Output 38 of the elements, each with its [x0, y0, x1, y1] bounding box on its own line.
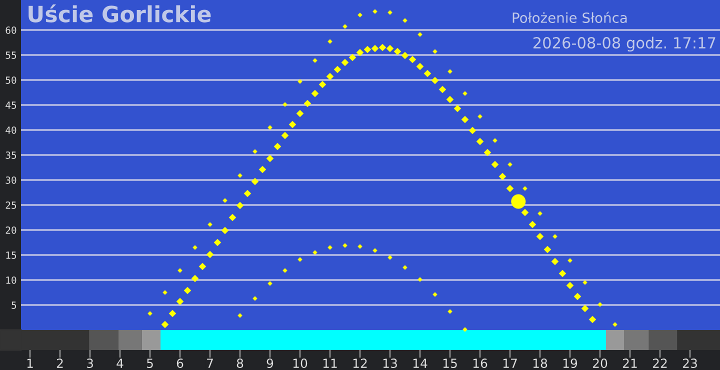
y-tick-label: 25 — [6, 202, 16, 209]
x-tick-label: 7 — [207, 358, 213, 368]
x-tick-label: 16 — [473, 358, 488, 368]
x-tick-label: 21 — [622, 358, 637, 368]
x-tick-label: 3 — [86, 358, 93, 368]
x-tick-label: 8 — [236, 358, 244, 368]
x-tick-label: 20 — [592, 358, 608, 368]
y-tick-label: 45 — [6, 102, 16, 109]
x-tick-label: 17 — [503, 358, 517, 368]
x-tick-label: 13 — [383, 358, 397, 368]
chart-title: Uście Gorlickie — [28, 4, 211, 22]
x-tick-label: 2 — [56, 358, 63, 368]
x-tick-label: 10 — [293, 358, 308, 368]
y-tick-label: 30 — [6, 176, 16, 184]
y-tick-label: 5 — [12, 302, 16, 309]
x-tick-label: 11 — [323, 358, 337, 368]
x-tick-label: 22 — [652, 358, 667, 368]
y-tick-label: 40 — [6, 126, 16, 134]
y-tick-label: 55 — [6, 52, 16, 59]
x-tick-label: 9 — [266, 358, 274, 368]
y-tick-label: 60 — [6, 26, 16, 34]
x-tick-label: 12 — [353, 358, 367, 368]
x-tick-label: 4 — [116, 358, 124, 368]
x-tick-label: 23 — [682, 358, 697, 368]
y-tick-label: 35 — [6, 152, 16, 159]
x-tick-label: 5 — [146, 358, 153, 368]
x-tick-label: 15 — [443, 358, 457, 368]
annotation: 2026-08-08 godz. 17:17 — [533, 36, 716, 52]
y-tick-label: 20 — [6, 226, 16, 234]
x-tick-label: 14 — [413, 358, 428, 368]
y-tick-label: 50 — [6, 76, 16, 84]
x-tick-label: 18 — [533, 358, 548, 368]
text: Położenie Słońca — [512, 12, 627, 23]
x-tick-label: 19 — [563, 358, 578, 368]
x-tick-label: 6 — [176, 358, 184, 368]
y-tick-label: 15 — [6, 252, 16, 259]
y-tick-label: 10 — [6, 276, 16, 284]
x-tick-label: 1 — [27, 358, 33, 368]
